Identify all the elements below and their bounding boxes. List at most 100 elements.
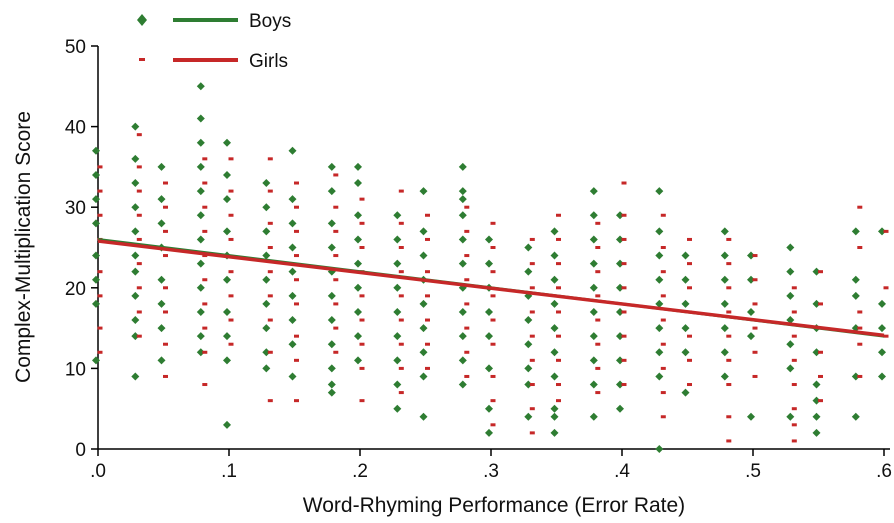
boys-point bbox=[878, 299, 886, 308]
boys-point bbox=[550, 428, 559, 437]
girls-point bbox=[595, 270, 601, 274]
girls-point bbox=[333, 173, 339, 177]
girls-point bbox=[529, 358, 535, 362]
girls-point bbox=[857, 310, 863, 314]
girls-point bbox=[529, 383, 535, 387]
girls-point bbox=[202, 302, 208, 306]
boys-point bbox=[393, 356, 402, 365]
boys-point bbox=[262, 275, 271, 284]
girls-point bbox=[818, 399, 823, 403]
girls-point bbox=[333, 302, 339, 306]
girls-point bbox=[202, 278, 208, 282]
series-girls bbox=[97, 133, 889, 443]
girls-point bbox=[267, 399, 273, 403]
boys-point bbox=[393, 307, 402, 316]
boys-point bbox=[131, 372, 140, 381]
girls-point bbox=[818, 350, 823, 354]
boys-point bbox=[157, 219, 166, 228]
boys-point bbox=[485, 307, 493, 316]
boys-point bbox=[458, 162, 467, 171]
girls-point bbox=[490, 318, 496, 322]
legend-girls-marker bbox=[139, 58, 145, 61]
boys-point bbox=[327, 243, 336, 252]
boys-point bbox=[681, 299, 690, 308]
boys-point bbox=[262, 299, 271, 308]
boys-point bbox=[589, 283, 598, 292]
girls-point bbox=[752, 278, 758, 282]
boys-point bbox=[196, 211, 205, 220]
girls-point bbox=[791, 334, 797, 338]
boys-point bbox=[681, 324, 690, 333]
girls-point bbox=[464, 278, 470, 282]
boys-point bbox=[196, 138, 205, 147]
girls-point bbox=[294, 278, 299, 282]
girls-point bbox=[228, 157, 234, 161]
boys-point bbox=[655, 324, 664, 333]
boys-point bbox=[262, 324, 271, 333]
girls-point bbox=[660, 415, 666, 419]
boys-point bbox=[485, 404, 493, 413]
girls-point bbox=[267, 157, 273, 161]
girls-point bbox=[490, 374, 496, 378]
girls-point bbox=[294, 399, 299, 403]
girls-point bbox=[883, 229, 889, 233]
boys-point bbox=[458, 211, 467, 220]
boys-point bbox=[878, 324, 886, 333]
boys-point bbox=[720, 299, 729, 308]
y-ticks: 0 10 20 30 40 50 bbox=[65, 37, 98, 461]
girls-point bbox=[228, 213, 234, 217]
girls-point bbox=[464, 302, 470, 306]
boys-point bbox=[393, 404, 402, 413]
legend-item-girls: Girls bbox=[139, 51, 288, 72]
girls-point bbox=[136, 213, 142, 217]
girls-point bbox=[136, 237, 142, 241]
boys-point bbox=[550, 227, 559, 236]
girls-point bbox=[398, 246, 404, 249]
boys-point bbox=[616, 307, 624, 316]
boys-point bbox=[223, 227, 231, 236]
girls-point bbox=[621, 334, 627, 338]
girls-point bbox=[660, 213, 666, 217]
girls-point bbox=[333, 254, 339, 258]
boys-point bbox=[616, 235, 624, 244]
boys-point bbox=[589, 332, 598, 341]
girls-point bbox=[726, 310, 732, 314]
boys-point bbox=[589, 211, 598, 220]
boys-point bbox=[157, 299, 166, 308]
girls-point bbox=[818, 270, 823, 274]
girls-point bbox=[857, 246, 863, 249]
girls-point bbox=[97, 294, 103, 298]
boys-point bbox=[720, 348, 729, 357]
boys-point bbox=[524, 340, 533, 349]
boys-point bbox=[786, 291, 795, 300]
girls-point bbox=[556, 262, 561, 266]
boys-point bbox=[196, 162, 205, 171]
girls-point bbox=[529, 286, 535, 290]
boys-point bbox=[196, 332, 205, 341]
girls-point bbox=[97, 165, 103, 169]
girls-point bbox=[202, 229, 208, 233]
girls-point bbox=[857, 326, 863, 330]
boys-point bbox=[131, 227, 140, 236]
boys-point bbox=[524, 267, 533, 276]
girls-point bbox=[791, 358, 797, 362]
boys-point bbox=[720, 251, 729, 260]
girls-point bbox=[621, 181, 627, 185]
boys-point bbox=[458, 380, 467, 389]
girls-point bbox=[621, 286, 627, 290]
boys-point bbox=[393, 259, 402, 268]
y-tick-label: 10 bbox=[65, 359, 86, 380]
girls-point bbox=[529, 310, 535, 314]
boys-point bbox=[393, 235, 402, 244]
boys-point bbox=[327, 291, 336, 300]
girls-point bbox=[398, 221, 404, 225]
boys-point bbox=[288, 267, 297, 276]
girls-point bbox=[359, 246, 365, 249]
boys-point bbox=[589, 356, 598, 365]
boys-point bbox=[720, 227, 729, 236]
boys-point bbox=[354, 283, 362, 292]
boys-point bbox=[720, 324, 729, 333]
girls-point bbox=[333, 205, 339, 209]
girls-point bbox=[464, 350, 470, 354]
